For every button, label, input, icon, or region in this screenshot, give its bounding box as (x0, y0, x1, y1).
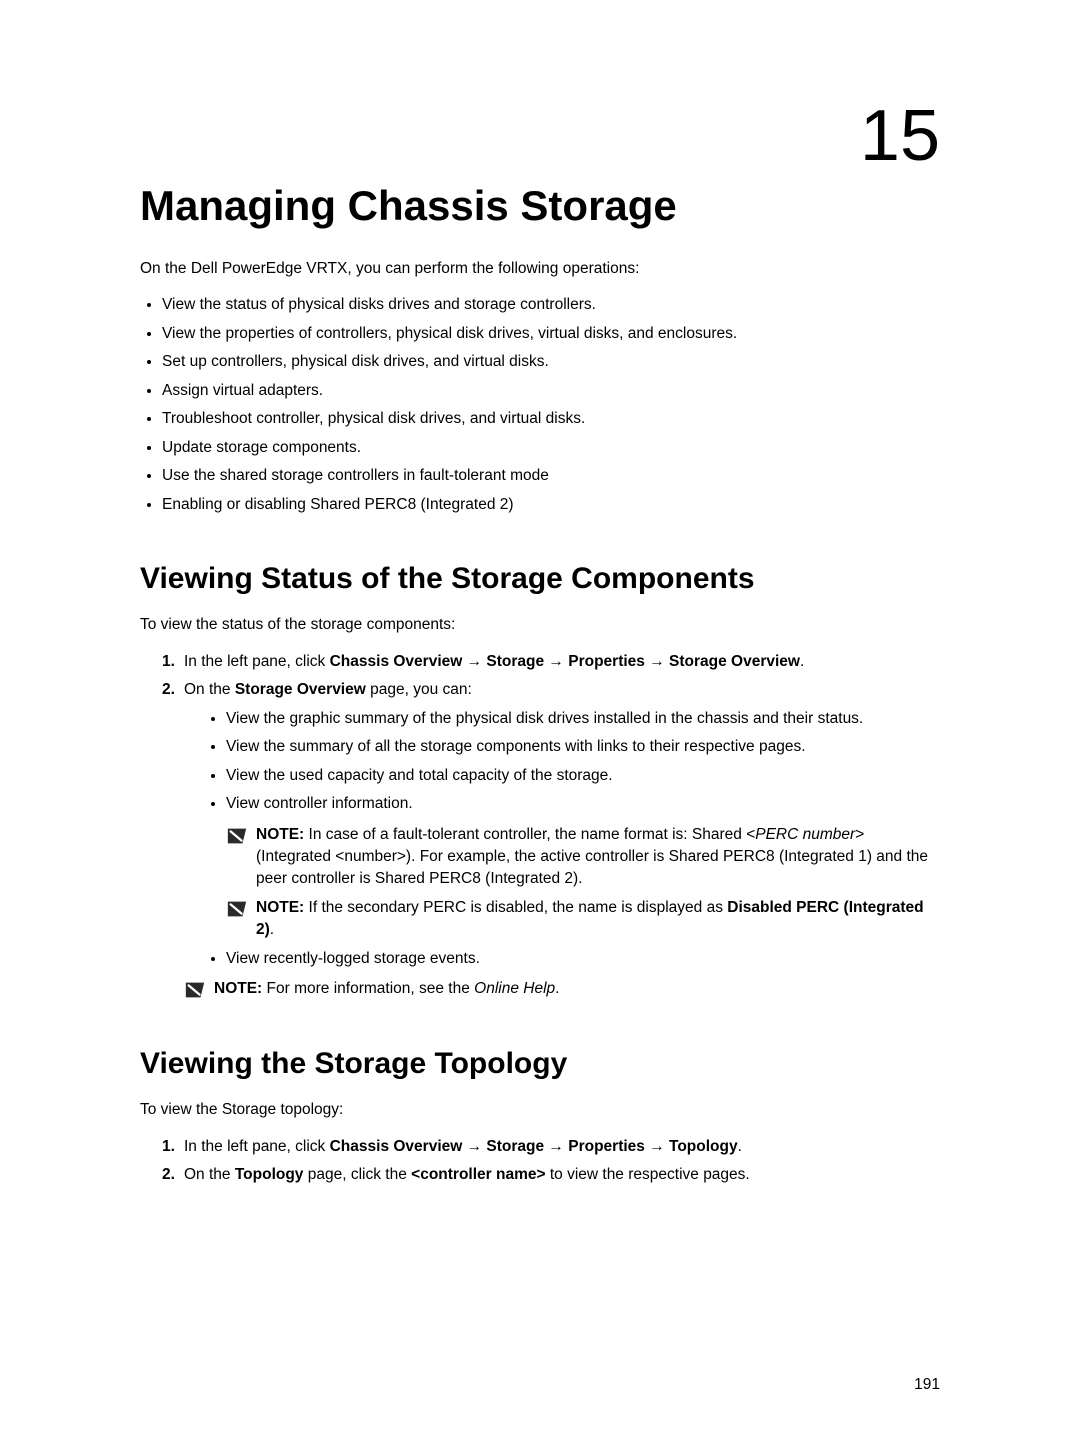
list-item: Set up controllers, physical disk drives… (162, 351, 940, 373)
step-item: On the Storage Overview page, you can: V… (162, 679, 940, 1001)
step-text: On the (184, 681, 235, 698)
step-item: In the left pane, click Chassis Overview… (162, 651, 940, 673)
list-item: View controller information. NOTE: In ca… (226, 793, 940, 942)
section-heading: Viewing the Storage Topology (140, 1047, 940, 1081)
note-block: NOTE: In case of a fault-tolerant contro… (226, 824, 940, 891)
nav-path: Chassis Overview → Storage → Properties … (330, 653, 800, 670)
placeholder-name: <controller name> (411, 1166, 545, 1183)
intro-paragraph: On the Dell PowerEdge VRTX, you can perf… (140, 258, 940, 280)
note-variable: PERC number (755, 826, 855, 843)
list-item: Use the shared storage controllers in fa… (162, 465, 940, 487)
list-item: Assign virtual adapters. (162, 380, 940, 402)
step-text: In the left pane, click (184, 653, 330, 670)
note-text: NOTE: For more information, see the Onli… (214, 978, 559, 1000)
section-lead: To view the status of the storage compon… (140, 614, 940, 636)
page-number: 191 (914, 1376, 940, 1394)
note-body: In case of a fault-tolerant controller, … (304, 826, 755, 843)
note-body: . (555, 980, 559, 997)
list-item-text: View controller information. (226, 795, 413, 812)
note-block: NOTE: For more information, see the Onli… (184, 978, 940, 1001)
chapter-number: 15 (140, 100, 940, 172)
list-item: View the status of physical disks drives… (162, 294, 940, 316)
step-text: . (738, 1138, 742, 1155)
step-text: In the left pane, click (184, 1138, 330, 1155)
note-text: NOTE: In case of a fault-tolerant contro… (256, 824, 940, 891)
list-item: View the graphic summary of the physical… (226, 708, 940, 730)
note-icon (226, 824, 248, 847)
step-item: In the left pane, click Chassis Overview… (162, 1136, 940, 1158)
steps-list: In the left pane, click Chassis Overview… (140, 1136, 940, 1187)
note-reference: Online Help (474, 980, 555, 997)
page-container: 15 Managing Chassis Storage On the Dell … (0, 0, 1080, 1434)
operations-list: View the status of physical disks drives… (140, 294, 940, 516)
note-icon (226, 897, 248, 920)
list-item: Enabling or disabling Shared PERC8 (Inte… (162, 494, 940, 516)
step-text: page, you can: (366, 681, 472, 698)
note-icon (184, 978, 206, 1001)
step-text: page, click the (303, 1166, 411, 1183)
nav-path: Chassis Overview → Storage → Properties … (330, 1138, 738, 1155)
note-text: NOTE: If the secondary PERC is disabled,… (256, 897, 940, 942)
list-item: View the properties of controllers, phys… (162, 323, 940, 345)
note-label: NOTE: (214, 980, 262, 997)
step-text: . (800, 653, 804, 670)
note-body: . (270, 921, 274, 938)
page-name: Topology (235, 1166, 304, 1183)
list-item: View the summary of all the storage comp… (226, 736, 940, 758)
note-body: For more information, see the (262, 980, 474, 997)
section-lead: To view the Storage topology: (140, 1099, 940, 1121)
list-item: View the used capacity and total capacit… (226, 765, 940, 787)
list-item: Troubleshoot controller, physical disk d… (162, 408, 940, 430)
sub-list: View the graphic summary of the physical… (184, 708, 940, 971)
steps-list: In the left pane, click Chassis Overview… (140, 651, 940, 1002)
note-label: NOTE: (256, 899, 304, 916)
note-label: NOTE: (256, 826, 304, 843)
note-block: NOTE: If the secondary PERC is disabled,… (226, 897, 940, 942)
list-item: Update storage components. (162, 437, 940, 459)
step-item: On the Topology page, click the <control… (162, 1164, 940, 1186)
list-item: View recently-logged storage events. (226, 948, 940, 970)
note-body: If the secondary PERC is disabled, the n… (304, 899, 727, 916)
step-text: On the (184, 1166, 235, 1183)
step-text: to view the respective pages. (546, 1166, 750, 1183)
page-title: Managing Chassis Storage (140, 182, 940, 230)
page-name: Storage Overview (235, 681, 366, 698)
section-heading: Viewing Status of the Storage Components (140, 562, 940, 596)
